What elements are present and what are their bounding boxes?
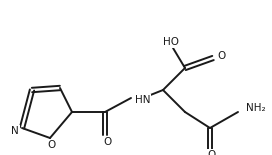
Text: O: O [103, 137, 111, 147]
Text: O: O [48, 140, 56, 150]
Text: N: N [11, 126, 19, 136]
Text: O: O [208, 150, 216, 155]
Text: O: O [217, 51, 225, 61]
Text: HO: HO [163, 37, 179, 47]
Text: HN: HN [135, 95, 150, 105]
Text: NH₂: NH₂ [246, 103, 266, 113]
